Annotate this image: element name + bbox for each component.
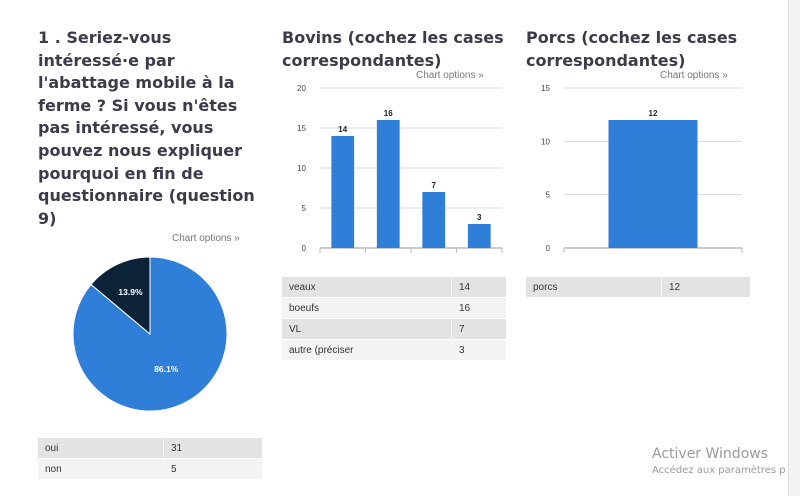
bar-value-label: 12 [649, 109, 658, 118]
row-value: 16 [451, 297, 506, 319]
y-tick-label: 10 [297, 164, 306, 173]
bar-value-label: 7 [432, 181, 437, 190]
question-3-bar-chart: 0 5 10 15 12 [541, 84, 743, 253]
question-3-panel: Porcs (cochez les cases correspondantes) [526, 27, 766, 72]
question-1-chart-options-link[interactable]: Chart options » [172, 233, 240, 244]
row-value: 3 [451, 339, 506, 360]
y-tick-label: 20 [297, 84, 306, 93]
row-value: 14 [451, 276, 506, 298]
table-row: oui 31 [38, 437, 262, 459]
bar-value-label: 14 [338, 125, 347, 134]
question-1-table: oui 31 non 5 [38, 437, 262, 479]
table-row: non 5 [38, 458, 262, 479]
row-label: veaux [282, 276, 452, 298]
row-value: 7 [451, 318, 506, 340]
table-row: boeufs 16 [282, 297, 506, 319]
row-value: 31 [163, 437, 262, 459]
y-tick-label: 5 [546, 191, 551, 200]
question-2-title: Bovins (cochez les cases correspondantes… [282, 28, 504, 70]
row-value: 5 [163, 458, 262, 479]
y-tick-label: 0 [302, 244, 307, 253]
pie-slice-percent-label: 13.9% [118, 287, 143, 297]
question-1-panel: 1 . Seriez-vous intéressé·e par l'abatta… [38, 27, 260, 230]
row-value: 12 [661, 276, 750, 297]
bar-veaux [331, 136, 355, 248]
y-tick-label: 15 [297, 124, 306, 133]
bar-boeufs [376, 120, 400, 248]
row-label: porcs [526, 276, 662, 297]
row-label: autre (préciser [282, 339, 452, 360]
question-2-bar-chart: 0 5 10 15 20 14 16 7 3 [297, 84, 503, 253]
activation-watermark-title: Activer Windows [652, 446, 769, 462]
bar-value-label: 3 [477, 213, 482, 222]
table-row: VL 7 [282, 318, 506, 340]
row-label: oui [38, 437, 164, 459]
row-label: boeufs [282, 297, 452, 319]
pie-slice-non [90, 256, 151, 336]
table-row: autre (préciser 3 [282, 339, 506, 360]
question-3-title: Porcs (cochez les cases correspondantes) [526, 28, 738, 70]
pie-slice-percent-label: 86.1% [154, 364, 179, 374]
question-1-pie-chart: 86.1% 13.9% [72, 256, 228, 412]
question-3-table: porcs 12 [526, 276, 750, 297]
row-label: non [38, 458, 164, 479]
question-2-table: veaux 14 boeufs 16 VL 7 autre (préciser … [282, 276, 506, 360]
question-2-panel: Bovins (cochez les cases correspondantes… [282, 27, 522, 72]
question-3-chart-options-link[interactable]: Chart options » [660, 70, 728, 81]
row-label: VL [282, 318, 452, 340]
question-1-title: 1 . Seriez-vous intéressé·e par l'abatta… [38, 28, 255, 228]
activation-watermark-subtitle: Accédez aux paramètres p [652, 465, 786, 476]
bar-porcs [608, 120, 698, 248]
y-tick-label: 10 [541, 137, 550, 146]
y-tick-label: 0 [546, 244, 551, 253]
table-row: porcs 12 [526, 276, 750, 297]
y-tick-label: 15 [541, 84, 550, 93]
bar-autre (préciser [467, 224, 491, 248]
y-tick-label: 5 [302, 204, 307, 213]
question-2-chart-options-link[interactable]: Chart options » [416, 70, 484, 81]
bar-value-label: 16 [384, 109, 393, 118]
bar-VL [422, 192, 446, 248]
page-scrollbar[interactable] [788, 0, 800, 496]
table-row: veaux 14 [282, 276, 506, 298]
